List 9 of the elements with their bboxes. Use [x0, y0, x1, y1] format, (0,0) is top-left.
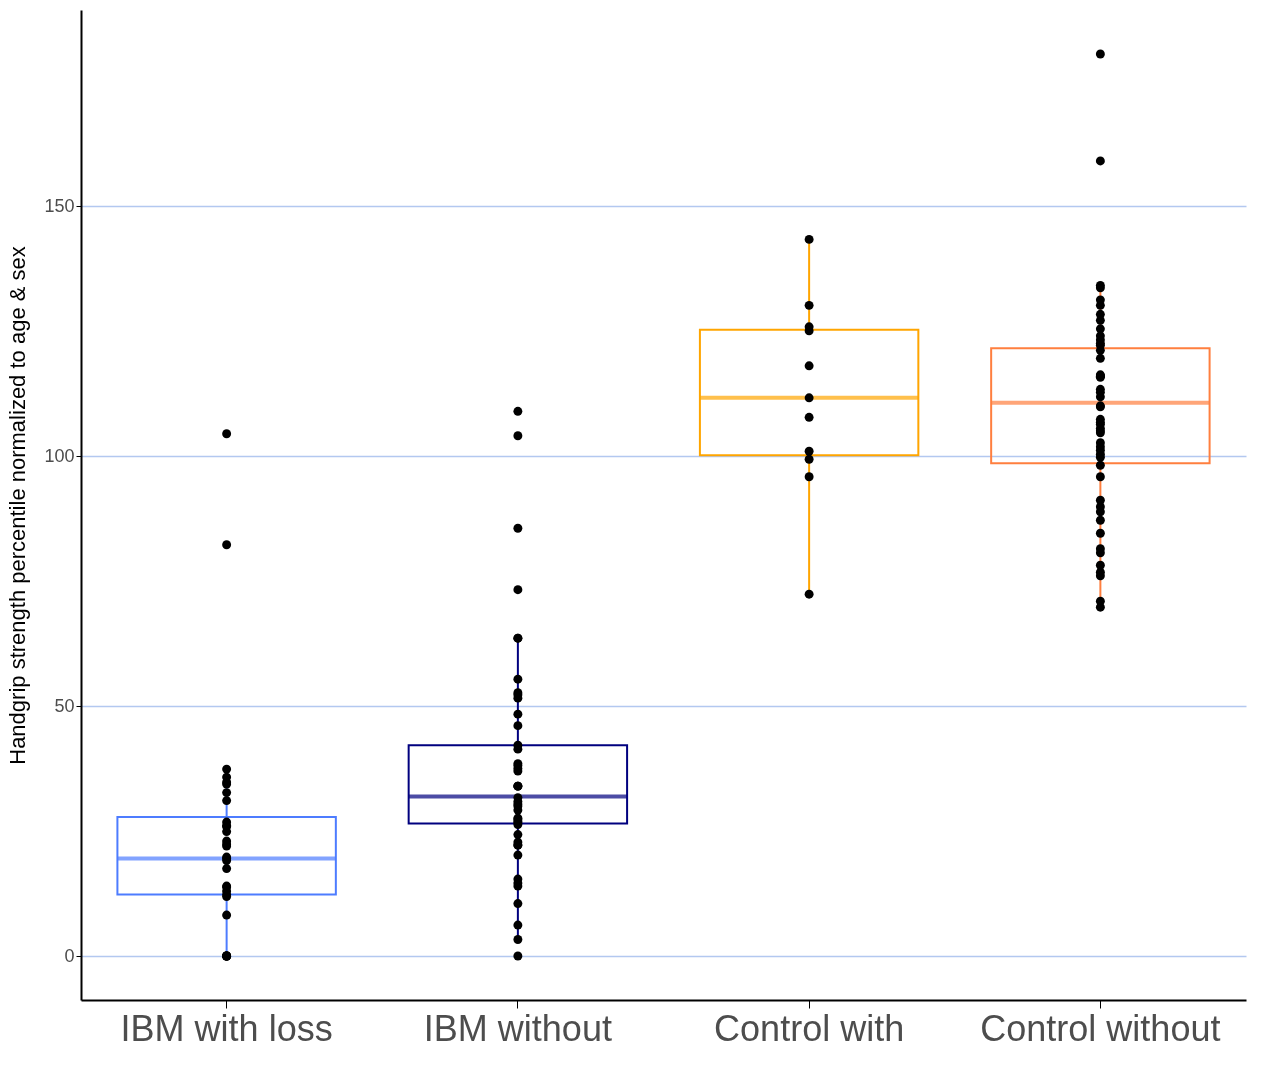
x-tick-label: Control without	[980, 1007, 1221, 1049]
x-tick-label: IBM without	[423, 1007, 612, 1049]
y-tick-label: 0	[64, 945, 75, 966]
y-tick-label: 150	[44, 195, 75, 216]
x-tick-label: IBM with loss	[120, 1007, 333, 1049]
y-tick-label: 100	[44, 445, 75, 466]
x-tick-label: Control with	[714, 1007, 905, 1049]
y-tick-label: 50	[54, 695, 75, 716]
y-axis-title: Handgrip strength percentile normalized to age & sex	[5, 246, 31, 765]
